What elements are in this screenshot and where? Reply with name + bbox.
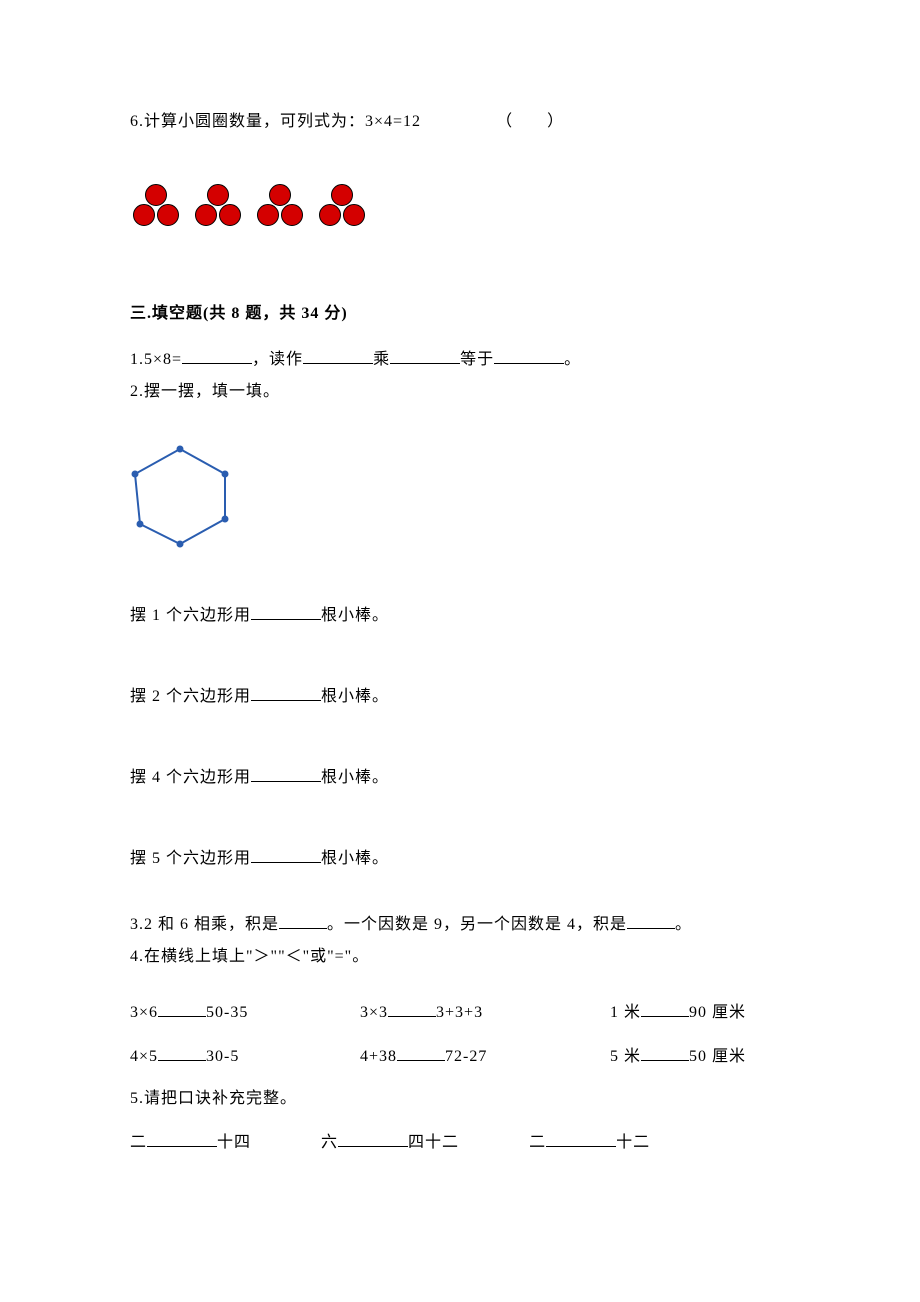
q3-a: 3.2 和 6 相乘，积是 — [130, 916, 279, 933]
q1-mid3: 等于 — [460, 351, 494, 368]
q2-l3-prefix: 摆 4 个六边形用 — [130, 769, 251, 786]
blank — [546, 1129, 616, 1147]
question-6: 6.计算小圆圈数量，可列式为：3×4=12 （ ） — [130, 110, 790, 134]
question-4-title: 4.在横线上填上"＞""＜"或"="。 — [130, 945, 790, 969]
idiom-right: 十二 — [616, 1134, 650, 1151]
idiom-left: 六 — [321, 1134, 338, 1151]
circle-icon — [133, 204, 155, 226]
idiom-row: 二 十四 六 四十二 二 十二 — [130, 1129, 790, 1155]
q2-l1-suffix: 根小棒。 — [321, 607, 389, 624]
cmp-right: 3+3+3 — [436, 1004, 483, 1021]
idiom-right: 十四 — [217, 1134, 251, 1151]
cmp-right: 50 厘米 — [689, 1048, 746, 1065]
cmp-left: 3×3 — [360, 1004, 388, 1021]
circle-icon — [145, 184, 167, 206]
cmp-left: 3×6 — [130, 1004, 158, 1021]
blank — [251, 602, 321, 620]
blank — [147, 1129, 217, 1147]
blank — [627, 911, 675, 929]
circles-figure — [130, 184, 790, 232]
blank — [494, 346, 564, 364]
cmp-right: 30-5 — [206, 1048, 239, 1065]
circle-icon — [257, 204, 279, 226]
q1-mid2: 乘 — [373, 351, 390, 368]
circle-group — [130, 184, 182, 232]
compare-item: 4+38 72-27 — [360, 1043, 570, 1069]
blank — [397, 1043, 445, 1061]
circle-group — [316, 184, 368, 232]
q3-b: 。一个因数是 9，另一个因数是 4，积是 — [327, 916, 627, 933]
cmp-left: 5 米 — [610, 1048, 641, 1065]
q2-line-4: 摆 5 个六边形用 根小棒。 — [130, 845, 790, 871]
idiom-left: 二 — [529, 1134, 546, 1151]
compare-row-2: 4×5 30-5 4+38 72-27 5 米 50 厘米 — [130, 1043, 790, 1069]
cmp-left: 4+38 — [360, 1048, 397, 1065]
hexagon-icon — [130, 444, 240, 554]
q1-suffix: 。 — [564, 351, 581, 368]
compare-item: 4×5 30-5 — [130, 1043, 320, 1069]
idiom-item: 二 十二 — [529, 1129, 650, 1155]
question-3: 3.2 和 6 相乘，积是 。一个因数是 9，另一个因数是 4，积是 。 — [130, 911, 790, 937]
idiom-left: 二 — [130, 1134, 147, 1151]
cmp-left: 4×5 — [130, 1048, 158, 1065]
blank — [182, 346, 252, 364]
compare-item: 3×3 3+3+3 — [360, 999, 570, 1025]
q6-text: 6.计算小圆圈数量，可列式为：3×4=12 — [130, 113, 421, 130]
blank — [641, 1043, 689, 1061]
q2-line-1: 摆 1 个六边形用 根小棒。 — [130, 602, 790, 628]
circle-icon — [195, 204, 217, 226]
circle-icon — [331, 184, 353, 206]
blank — [641, 999, 689, 1017]
blank — [279, 911, 327, 929]
q3-c: 。 — [675, 916, 692, 933]
q2-l4-suffix: 根小棒。 — [321, 850, 389, 867]
compare-item: 3×6 50-35 — [130, 999, 320, 1025]
cmp-left: 1 米 — [610, 1004, 641, 1021]
compare-item: 5 米 50 厘米 — [610, 1043, 790, 1069]
circle-icon — [343, 204, 365, 226]
q2-line-2: 摆 2 个六边形用 根小棒。 — [130, 683, 790, 709]
circle-icon — [319, 204, 341, 226]
circle-icon — [207, 184, 229, 206]
idiom-right: 四十二 — [408, 1134, 459, 1151]
blank — [388, 999, 436, 1017]
q2-l4-prefix: 摆 5 个六边形用 — [130, 850, 251, 867]
idiom-item: 二 十四 — [130, 1129, 251, 1155]
idiom-item: 六 四十二 — [321, 1129, 459, 1155]
cmp-right: 72-27 — [445, 1048, 487, 1065]
blank — [251, 683, 321, 701]
circle-icon — [269, 184, 291, 206]
q2-l2-suffix: 根小棒。 — [321, 688, 389, 705]
blank — [338, 1129, 408, 1147]
blank — [251, 845, 321, 863]
q2-line-3: 摆 4 个六边形用 根小棒。 — [130, 764, 790, 790]
q2-l1-prefix: 摆 1 个六边形用 — [130, 607, 251, 624]
blank — [158, 999, 206, 1017]
question-5-title: 5.请把口诀补充完整。 — [130, 1087, 790, 1111]
blank — [303, 346, 373, 364]
circle-group — [192, 184, 244, 232]
circle-icon — [219, 204, 241, 226]
blank — [158, 1043, 206, 1061]
compare-row-1: 3×6 50-35 3×3 3+3+3 1 米 90 厘米 — [130, 999, 790, 1025]
q2-l3-suffix: 根小棒。 — [321, 769, 389, 786]
q1-prefix: 1.5×8= — [130, 351, 182, 368]
q1-mid1: ，读作 — [252, 351, 303, 368]
cmp-right: 90 厘米 — [689, 1004, 746, 1021]
section-3-title: 三.填空题(共 8 题，共 34 分) — [130, 302, 790, 326]
cmp-right: 50-35 — [206, 1004, 248, 1021]
circle-icon — [281, 204, 303, 226]
question-1: 1.5×8= ，读作 乘 等于 。 — [130, 346, 790, 372]
circle-icon — [157, 204, 179, 226]
circle-group — [254, 184, 306, 232]
blank — [251, 764, 321, 782]
q6-paren: （ ） — [496, 113, 564, 130]
question-2-title: 2.摆一摆，填一填。 — [130, 380, 790, 404]
blank — [390, 346, 460, 364]
compare-item: 1 米 90 厘米 — [610, 999, 790, 1025]
q2-l2-prefix: 摆 2 个六边形用 — [130, 688, 251, 705]
hexagon-figure — [130, 444, 790, 562]
